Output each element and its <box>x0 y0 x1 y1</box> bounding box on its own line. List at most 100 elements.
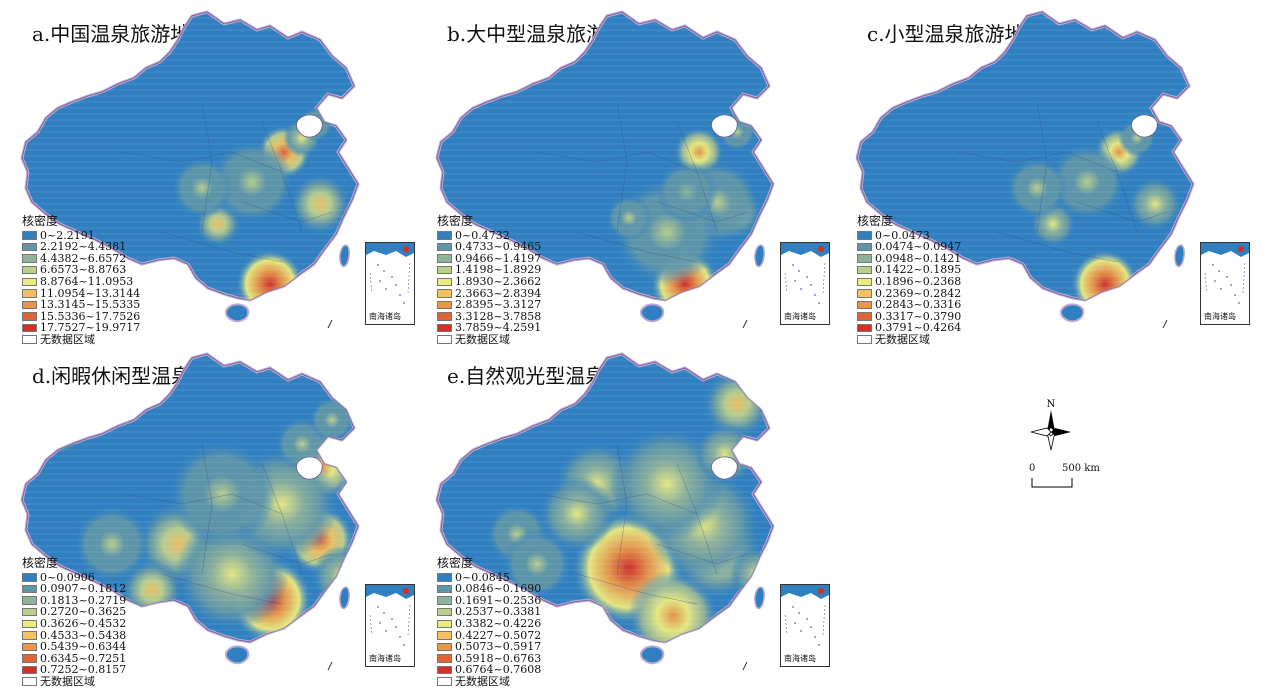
legend-swatch <box>437 619 452 629</box>
legend-label: 2.8395~3.3127 <box>455 298 542 312</box>
legend-item-no-data: 无数据区域 <box>857 334 961 346</box>
legend-swatch <box>22 584 37 594</box>
legend-e: 核密度 0~0.0845 0.0846~0.1690 0.1691~0.2536 0.2… <box>437 557 542 688</box>
map-panel-e: e.自然观光型温泉旅游地 核密度 0~0.0845 0.0846~0.1690 0.16… <box>425 350 835 695</box>
legend-item: 0.1691~0.2536 <box>437 595 541 607</box>
legend-swatch <box>22 289 37 298</box>
legend-item: 0.5073~0.5917 <box>437 641 541 653</box>
legend-title: 核密度 <box>22 556 59 570</box>
density-hotspot <box>1049 144 1125 220</box>
legend-label: 15.5336~17.7526 <box>40 309 141 323</box>
density-map-d <box>20 352 360 671</box>
legend-label: 0.2720~0.3625 <box>40 605 127 619</box>
density-map-b <box>435 10 775 329</box>
legend-item: 0~0.0473 <box>857 229 961 242</box>
legend-swatch <box>437 300 452 310</box>
legend-title: 核密度 <box>857 214 894 228</box>
legend-swatch <box>22 231 37 240</box>
legend-item: 0.3626~0.4532 <box>22 618 126 630</box>
legend-label: 0.2843~0.3316 <box>875 298 962 312</box>
legend-item: 0.0907~0.1812 <box>22 583 126 595</box>
scale-bar: 0 500 km <box>1028 463 1118 493</box>
legend-swatch <box>857 277 872 287</box>
legend-label: 无数据区域 <box>455 674 510 688</box>
legend-item: 0~0.0906 <box>22 571 126 584</box>
density-hotspot <box>1070 249 1140 300</box>
legend-label: 0.7252~0.8157 <box>40 663 127 677</box>
legend-label: 8.8764~11.0953 <box>40 274 134 288</box>
legend-label: 1.4198~1.8929 <box>455 263 542 277</box>
legend-item: 0.4533~0.5438 <box>22 629 126 642</box>
legend-label: 2.2192~4.4381 <box>40 240 127 254</box>
legend-swatch <box>857 289 872 298</box>
legend-item: 0.6345~0.7251 <box>22 653 126 665</box>
legend-label: 0.3626~0.4532 <box>40 616 127 630</box>
legend-label: 3.3128~3.7858 <box>455 309 542 323</box>
density-hotspot <box>1006 157 1068 219</box>
density-hotspot <box>171 157 233 219</box>
legend-a: 核密度 0~2.2191 2.2192~4.4381 4.4382~6.6572 6.6… <box>22 215 141 346</box>
south-china-sea-inset: 南海诸岛 <box>365 584 415 667</box>
density-hotspot <box>309 397 355 443</box>
density-hotspot <box>235 249 305 300</box>
legend-label: 0.3317~0.3790 <box>875 309 962 323</box>
legend-label: 0.0474~0.0947 <box>875 240 962 254</box>
legend-label: 0.6345~0.7251 <box>40 651 127 665</box>
legend-swatch <box>22 254 37 263</box>
legend-swatch <box>22 619 37 629</box>
legend-swatch <box>22 277 37 287</box>
panel-title-c: c.小型温泉旅游地 <box>867 22 1025 46</box>
legend-swatch <box>22 607 37 617</box>
legend-label: 0.0948~0.1421 <box>875 251 962 265</box>
legend-label: 2.3663~2.8394 <box>455 286 542 300</box>
density-hotspot <box>656 161 718 223</box>
legend-item: 1.4198~1.8929 <box>437 264 541 276</box>
legend-label: 0.1896~0.2368 <box>875 274 962 288</box>
map-panel-d: d.闲暇休闲型温泉旅游地 核密度 0~0.0906 0.0907~0.1812 0.18… <box>10 350 420 695</box>
north-arrow: N <box>1028 398 1074 454</box>
legend-item: 13.3145~15.5335 <box>22 299 140 311</box>
density-map-e <box>435 352 775 671</box>
legend-label: 11.0954~13.3144 <box>40 286 141 300</box>
legend-swatch <box>22 654 37 663</box>
legend-c: 核密度 0~0.0473 0.0474~0.0947 0.0948~0.1421 0.1… <box>857 214 962 346</box>
legend-swatch <box>437 665 452 675</box>
legend-item-no-data: 无数据区域 <box>437 334 541 346</box>
legend-swatch <box>22 335 37 344</box>
north-label: N <box>1047 399 1056 410</box>
legend-item: 0.2369~0.2842 <box>857 287 961 300</box>
south-china-sea-inset: 南海诸岛 <box>1200 242 1250 325</box>
legend-item: 11.0954~13.3144 <box>22 286 141 300</box>
map-panel-b: b.大中型温泉旅游地 核密度 0~0.4732 0.4733~0.9465 0.9466… <box>425 8 835 358</box>
density-hotspot <box>539 476 615 552</box>
legend-label: 0.3791~0.4264 <box>875 321 962 335</box>
legend-swatch <box>22 642 37 652</box>
legend-swatch <box>437 323 452 333</box>
legend-item-no-data: 无数据区域 <box>437 676 541 688</box>
legend-item: 0.0948~0.1421 <box>857 253 961 265</box>
legend-label: 17.7527~19.9717 <box>40 321 141 335</box>
legend-swatch <box>437 584 452 594</box>
legend-label: 4.4382~6.6572 <box>40 251 127 265</box>
legend-label: 0.5073~0.5917 <box>455 640 542 654</box>
panel-title-a: a.中国温泉旅游地 <box>32 22 191 46</box>
legend-swatch <box>22 312 37 321</box>
legend-label: 0.4733~0.9465 <box>455 240 542 254</box>
scale-distance: 500 km <box>1062 463 1100 474</box>
legend-label: 0.1691~0.2536 <box>455 593 542 607</box>
legend-item: 1.8930~2.3662 <box>437 276 541 288</box>
legend-label: 0~0.0845 <box>455 570 510 584</box>
legend-label: 无数据区域 <box>40 674 95 688</box>
legend-label: 0~2.2191 <box>40 228 95 242</box>
inset-label: 南海诸岛 <box>784 312 816 321</box>
legend-label: 无数据区域 <box>40 332 95 346</box>
density-hotspot <box>694 423 756 485</box>
legend-item: 2.8395~3.3127 <box>437 299 541 311</box>
legend-item: 0.6764~0.7608 <box>437 664 541 676</box>
legend-item: 0~2.2191 <box>22 228 140 242</box>
legend-label: 0.0907~0.1812 <box>40 582 127 596</box>
legend-label: 0.1422~0.1895 <box>875 263 962 277</box>
legend-swatch <box>437 654 452 663</box>
legend-label: 0.2537~0.3381 <box>455 605 542 619</box>
legend-item: 0.5918~0.6763 <box>437 653 541 665</box>
